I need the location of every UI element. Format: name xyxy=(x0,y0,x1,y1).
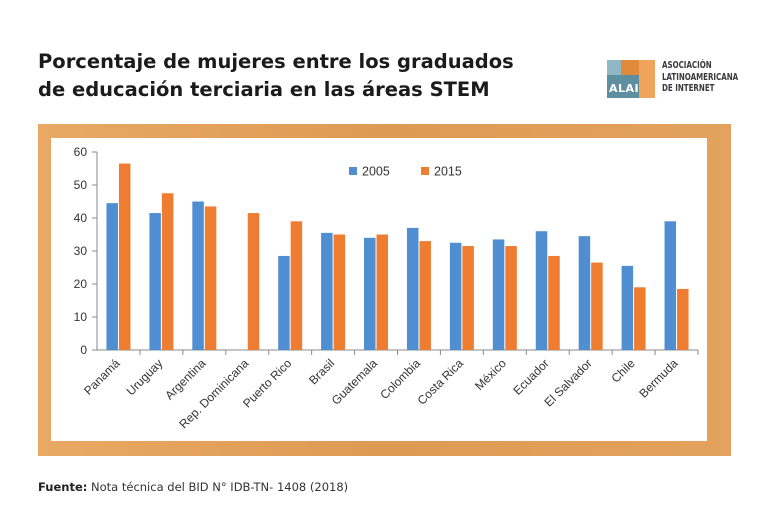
bar-2015-5 xyxy=(290,221,303,350)
legend-label-2005: 2005 xyxy=(362,165,390,179)
x-tick-label: Costa Rica xyxy=(415,356,467,408)
bar-2015-11 xyxy=(548,255,560,350)
bar-2015-8 xyxy=(419,241,431,350)
bar-2005-7 xyxy=(364,237,376,350)
bar-2015-10 xyxy=(505,246,517,350)
bar-2005-8 xyxy=(406,227,419,350)
x-tick-label: Panamá xyxy=(81,356,123,398)
bar-2005-3 xyxy=(192,201,204,350)
logo-line-2: LATINOAMERICANA xyxy=(662,71,739,83)
bar-2015-1 xyxy=(118,163,131,350)
y-tick-label: 60 xyxy=(74,145,88,159)
logo-line-3: DE INTERNET xyxy=(662,83,715,94)
bar-2005-11 xyxy=(535,231,548,350)
bar-2005-13 xyxy=(621,265,634,350)
y-tick-label: 30 xyxy=(74,244,88,258)
y-tick-label: 0 xyxy=(80,343,87,357)
y-tick-label: 40 xyxy=(74,211,88,225)
bar-2005-12 xyxy=(578,236,591,350)
title-line-1: Porcentaje de mujeres entre los graduado… xyxy=(38,50,514,73)
bar-2005-14 xyxy=(664,221,677,350)
y-tick-label: 50 xyxy=(74,178,88,192)
source-label: Fuente: xyxy=(38,480,88,494)
source-text: Nota técnica del BID N° IDB-TN- 1408 (20… xyxy=(91,480,349,494)
bar-2015-4 xyxy=(247,213,260,350)
bar-2015-6 xyxy=(333,234,346,350)
x-tick-label: Bermuda xyxy=(636,356,681,401)
legend-swatch-2015 xyxy=(421,167,429,175)
bar-2015-3 xyxy=(204,206,217,350)
bar-2005-9 xyxy=(449,242,462,350)
x-tick-label: México xyxy=(472,356,509,393)
bar-2005-6 xyxy=(321,232,333,350)
alai-logo: ALAI ASOCIACIÓN LATINOAMERICANA DE INTER… xyxy=(607,60,757,102)
logo-wordmark: ASOCIACIÓN LATINOAMERICANA DE INTERNET xyxy=(662,60,738,95)
bar-2005-1 xyxy=(106,203,118,350)
bar-2015-12 xyxy=(591,262,603,350)
title-line-2: de educación terciaria en las áreas STEM xyxy=(38,78,490,101)
bar-2015-9 xyxy=(462,246,474,350)
bar-2015-14 xyxy=(677,288,689,350)
legend-label-2015: 2015 xyxy=(434,165,462,179)
chart-title: Porcentaje de mujeres entre los graduado… xyxy=(38,48,578,104)
logo-mark-text: ALAI xyxy=(609,82,640,95)
logo-line-1: ASOCIACIÓN xyxy=(662,60,712,71)
x-tick-label: Ecuador xyxy=(510,356,552,398)
legend-swatch-2005 xyxy=(349,167,357,175)
bar-2015-7 xyxy=(376,234,389,350)
x-tick-label: Brasil xyxy=(306,356,337,387)
bar-2005-2 xyxy=(149,213,161,350)
x-tick-label: Guatemala xyxy=(329,356,381,408)
x-tick-label: Uruguay xyxy=(124,356,166,398)
x-tick-label: Chile xyxy=(608,356,637,385)
bar-2005-10 xyxy=(492,239,505,350)
y-tick-label: 20 xyxy=(74,277,88,291)
source-note: Fuente: Nota técnica del BID N° IDB-TN- … xyxy=(38,480,348,494)
y-tick-label: 10 xyxy=(74,310,88,324)
bar-2015-13 xyxy=(634,287,646,350)
bar-2005-5 xyxy=(278,255,290,350)
logo-mark: ALAI xyxy=(607,60,655,98)
bar-2015-2 xyxy=(161,193,174,350)
